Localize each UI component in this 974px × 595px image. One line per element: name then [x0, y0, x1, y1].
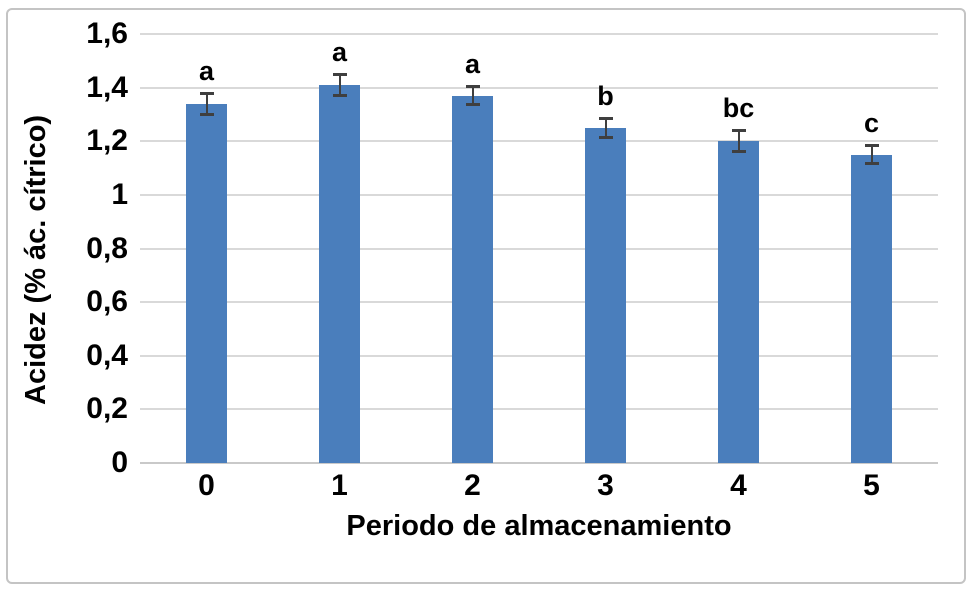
gridline — [140, 247, 938, 250]
y-tick-label: 0,6 — [86, 285, 128, 319]
x-tick-label: 0 — [198, 469, 215, 502]
x-tick-label: 3 — [597, 469, 614, 502]
y-tick-label: 0,4 — [86, 338, 128, 372]
gridline — [140, 86, 938, 89]
gridline — [140, 33, 938, 35]
y-tick-label: 1,6 — [86, 17, 128, 50]
error-bar-stem — [471, 84, 474, 107]
error-bar-cap-top — [199, 91, 214, 95]
gridline — [140, 408, 938, 411]
error-bar — [864, 143, 879, 166]
error-bar-cap-bottom — [731, 150, 746, 154]
error-bar-cap-bottom — [332, 94, 347, 98]
x-tick-label: 2 — [464, 469, 481, 502]
gridline — [140, 301, 938, 304]
significance-letter: b — [597, 81, 614, 112]
gridline — [140, 193, 938, 196]
x-axis-title: Periodo de almacenamiento — [346, 510, 732, 542]
error-bar — [332, 72, 347, 98]
gridline — [140, 140, 938, 143]
error-bar-cap-top — [332, 72, 347, 76]
error-bar-cap-top — [465, 84, 480, 88]
error-bar-stem — [205, 91, 208, 116]
error-bar-cap-bottom — [199, 112, 214, 116]
x-tick-label: 5 — [863, 469, 880, 502]
error-bar — [199, 91, 214, 116]
gridline — [140, 354, 938, 357]
error-bar-cap-top — [598, 117, 613, 121]
significance-letter: a — [331, 36, 348, 67]
error-bar — [731, 129, 746, 154]
bar — [186, 103, 227, 463]
error-bar-stem — [338, 72, 341, 98]
bar — [851, 154, 892, 463]
significance-letter: a — [464, 48, 481, 79]
error-bar-cap-top — [864, 143, 879, 147]
plot-area: a a a b bc c — [140, 33, 938, 464]
significance-letter: a — [198, 55, 215, 86]
x-tick-label: 4 — [730, 469, 747, 502]
x-axis-line — [140, 462, 938, 464]
error-bar — [465, 84, 480, 107]
y-tick-label: 1 — [111, 177, 128, 211]
error-bar-stem — [737, 129, 740, 154]
y-tick-label: 0,2 — [86, 392, 128, 426]
y-tick-label: 0 — [111, 446, 128, 479]
y-tick-label: 1,2 — [86, 124, 128, 158]
y-tick-label: 1,4 — [86, 70, 128, 104]
significance-letter: c — [863, 107, 880, 138]
bar — [319, 84, 360, 463]
significance-letter: bc — [722, 93, 755, 124]
y-tick-label: 0,8 — [86, 231, 128, 265]
x-tick-label: 1 — [331, 469, 348, 502]
bar — [585, 127, 626, 463]
error-bar-cap-top — [731, 129, 746, 133]
error-bar-cap-bottom — [598, 135, 613, 139]
error-bar-stem — [604, 117, 607, 139]
bar — [452, 95, 493, 463]
error-bar-cap-bottom — [465, 103, 480, 107]
error-bar-cap-bottom — [864, 162, 879, 166]
error-bar-stem — [870, 143, 873, 166]
bar — [718, 141, 759, 463]
error-bar — [598, 117, 613, 139]
